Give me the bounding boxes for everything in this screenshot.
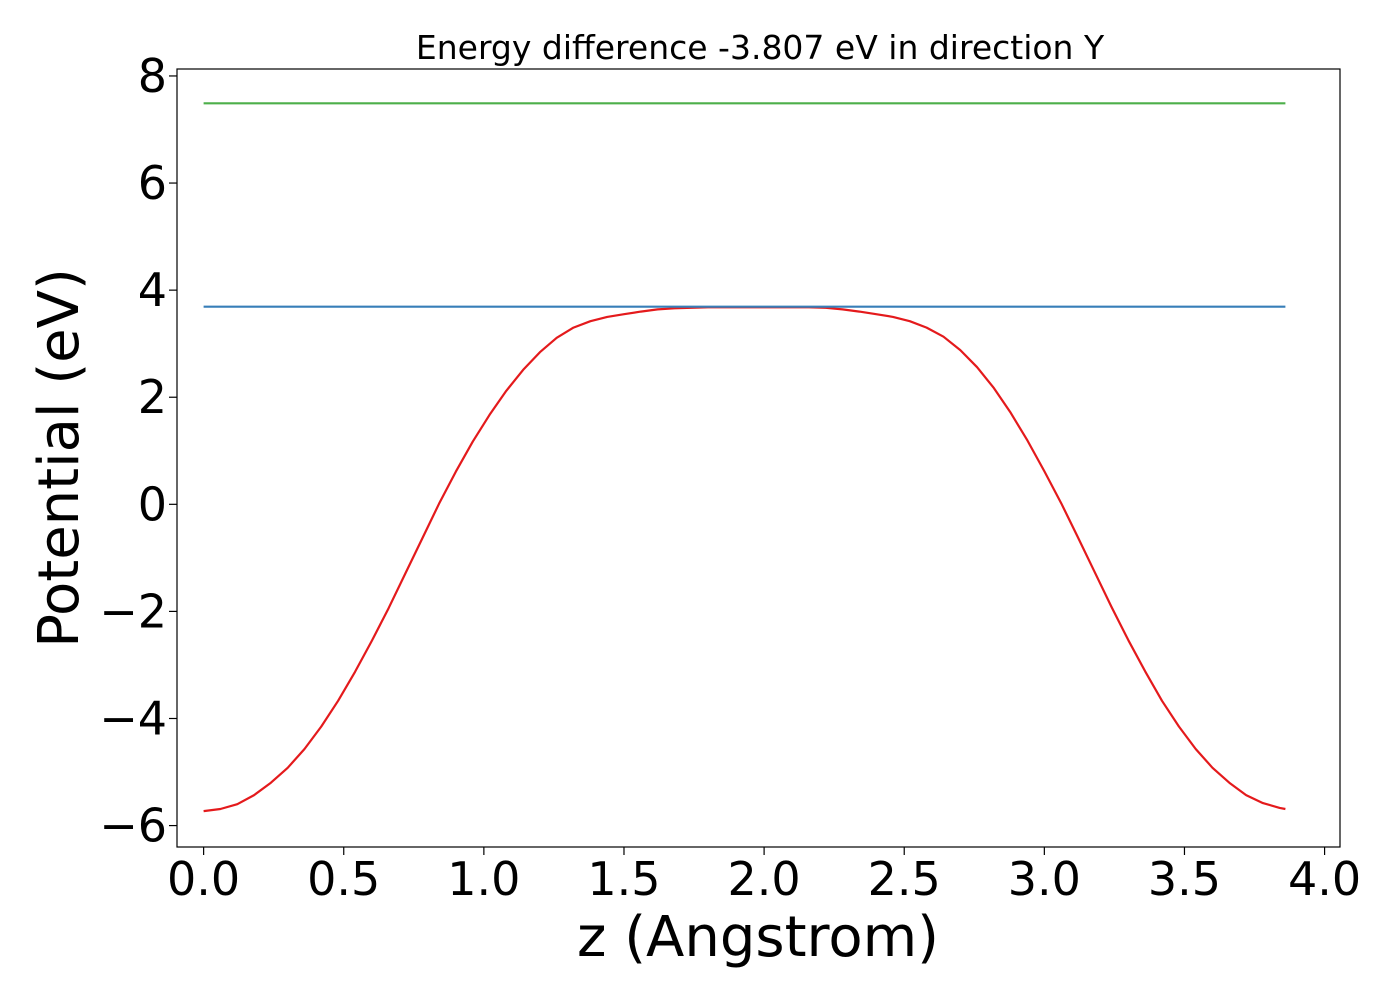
x-tick-label: 2.5 (868, 852, 941, 906)
y-axis-title: Potential (eV) (27, 268, 92, 648)
x-tick-label: 0.0 (167, 852, 240, 906)
x-tick-label: 3.0 (1008, 852, 1081, 906)
y-tick-label: 2 (138, 370, 167, 424)
y-tick-label: −4 (99, 691, 167, 745)
y-tick-label: −2 (99, 584, 167, 638)
y-tick-label: 0 (138, 477, 167, 531)
x-tick-label: 0.5 (307, 852, 380, 906)
y-tick-label: −6 (99, 799, 167, 853)
y-tick-label: 6 (138, 156, 167, 210)
x-tick-label: 1.5 (587, 852, 660, 906)
series-layer (203, 102, 1286, 813)
series-line-1 (203, 306, 1286, 813)
x-tick-label: 2.0 (728, 852, 801, 906)
x-axis-title: z (Angstrom) (577, 905, 939, 970)
y-axis-ticks: −6 −4 −2 0 2 4 6 8 (99, 49, 177, 853)
y-tick-label: 4 (138, 263, 167, 317)
y-tick-label: 8 (138, 49, 167, 103)
x-axis-ticks: 0.0 0.5 1.0 1.5 2.0 2.5 3.0 3.5 4.0 (167, 847, 1361, 906)
plot-area-frame (176, 68, 1341, 848)
x-tick-label: 1.0 (447, 852, 520, 906)
chart-title: Energy difference -3.807 eV in direction… (416, 28, 1105, 67)
x-tick-label: 3.5 (1148, 852, 1221, 906)
x-tick-label: 4.0 (1288, 852, 1361, 906)
